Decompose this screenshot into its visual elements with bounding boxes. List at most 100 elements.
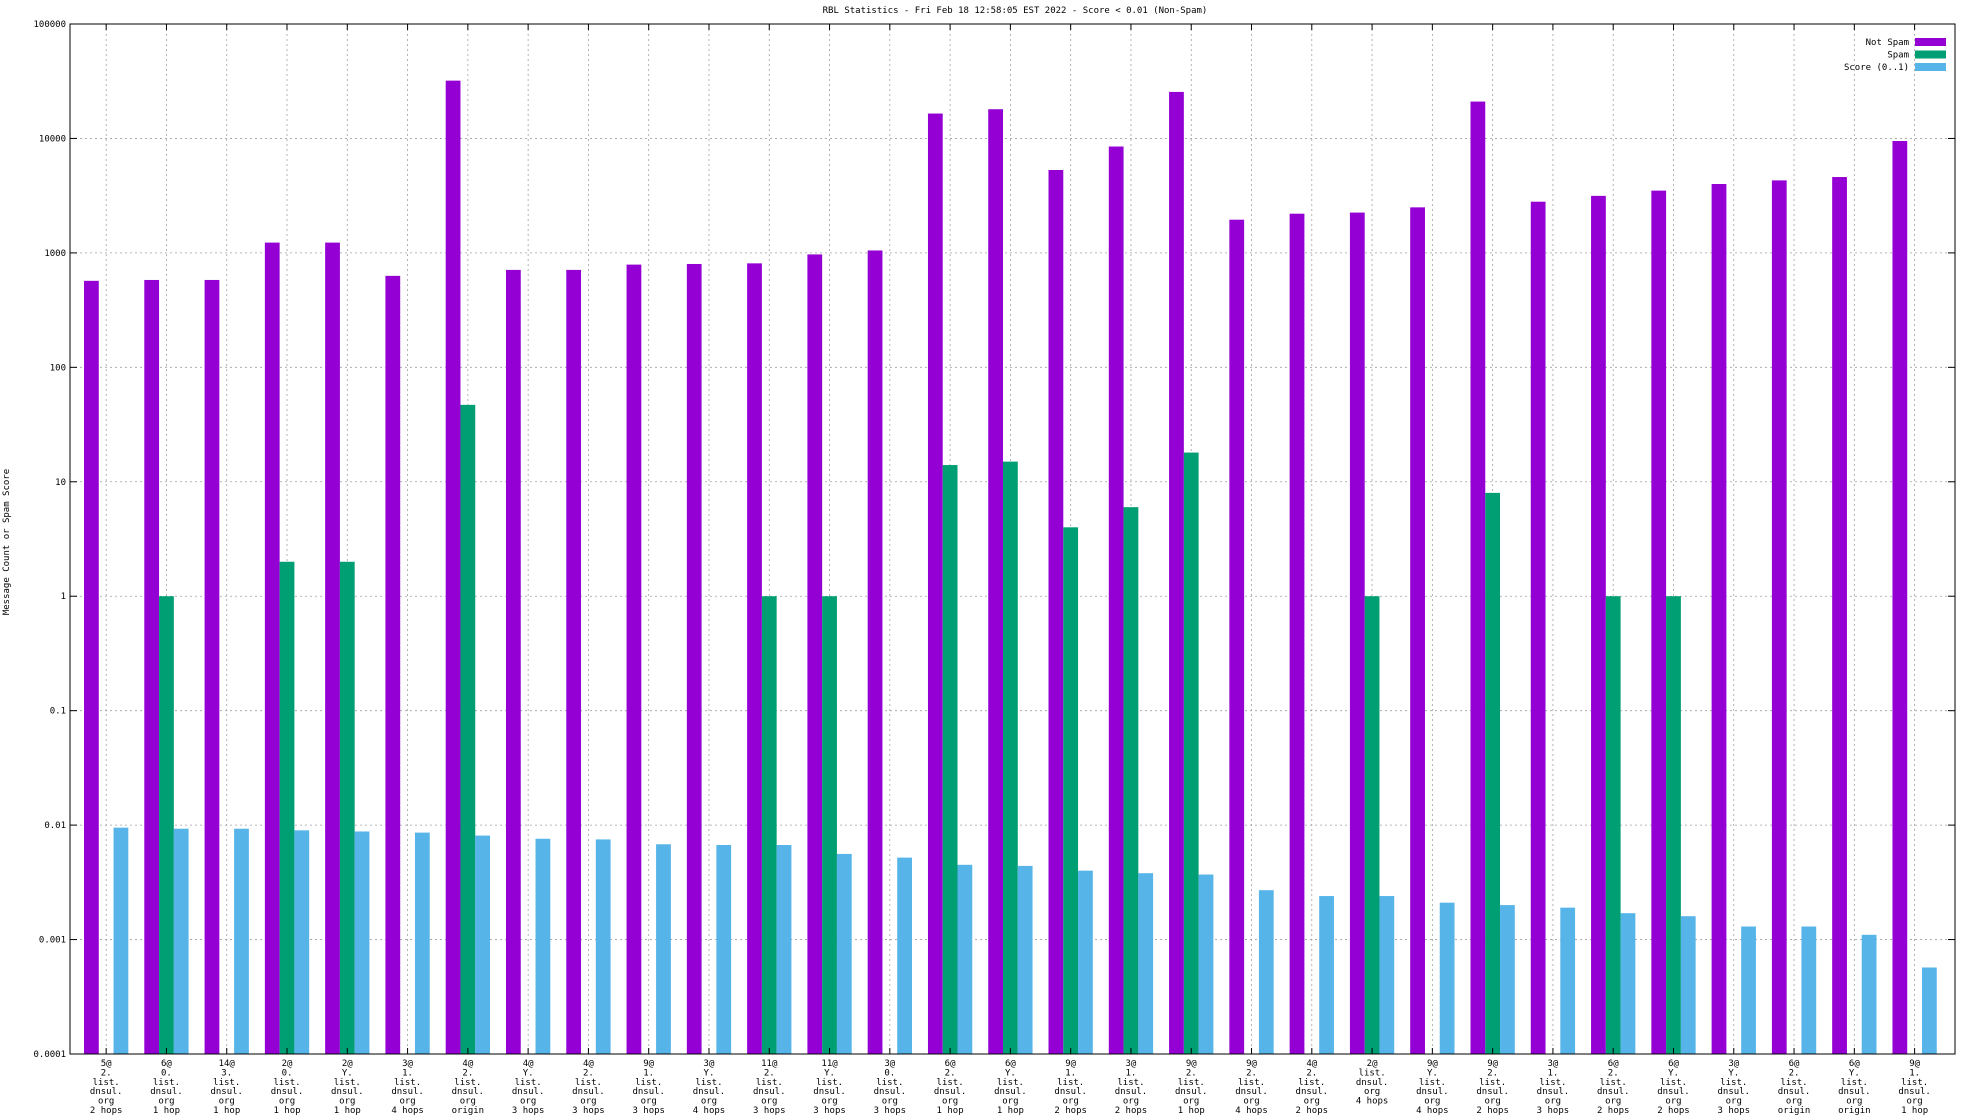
bar-score-0-1 bbox=[1861, 934, 1877, 1054]
legend-label: Score (0..1) bbox=[1844, 63, 1909, 73]
bar-not-spam bbox=[1711, 183, 1727, 1055]
x-tick-label: 4@ 2. list. dnsul. org 2 hops bbox=[1296, 1059, 1329, 1116]
bar-spam bbox=[1605, 596, 1621, 1054]
legend-label: Spam bbox=[1887, 51, 1909, 61]
x-tick-label: 2@ 0. list. dnsul. org 1 hop bbox=[271, 1059, 304, 1116]
bars-layer bbox=[84, 80, 1937, 1055]
bar-spam bbox=[1485, 492, 1501, 1054]
bar-not-spam bbox=[1169, 91, 1184, 1054]
bar-score-0-1 bbox=[1017, 865, 1033, 1054]
bar-spam bbox=[1003, 461, 1018, 1054]
bar-score-0-1 bbox=[113, 827, 129, 1054]
y-tick-label: 10 bbox=[55, 478, 66, 488]
x-tick-label: 3@ 1. list. dnsul. org 3 hops bbox=[1537, 1059, 1570, 1116]
x-tick-label: 3@ 1. list. dnsul. org 4 hops bbox=[391, 1059, 424, 1116]
x-tick-label: 6@ 2. list. dnsul. org 2 hops bbox=[1597, 1059, 1630, 1116]
bar-spam bbox=[279, 561, 295, 1054]
bar-not-spam bbox=[927, 113, 943, 1054]
legend-swatch bbox=[1915, 50, 1946, 59]
bar-not-spam bbox=[1832, 177, 1847, 1055]
x-tick-label: 3@ Y. list. dnsul. org 4 hops bbox=[693, 1059, 726, 1116]
bar-score-0-1 bbox=[1138, 873, 1154, 1054]
bar-score-0-1 bbox=[1680, 916, 1696, 1054]
y-tick-label: 100000 bbox=[33, 20, 66, 30]
legend-swatch bbox=[1915, 63, 1946, 71]
bar-spam bbox=[942, 465, 958, 1055]
bar-score-0-1 bbox=[475, 835, 491, 1054]
bar-score-0-1 bbox=[595, 839, 611, 1054]
x-tick-label: 4@ Y. list. dnsul. org 3 hops bbox=[512, 1059, 545, 1116]
bar-not-spam bbox=[807, 254, 823, 1055]
bar-not-spam bbox=[264, 242, 280, 1055]
bar-not-spam bbox=[385, 275, 401, 1054]
bar-spam bbox=[460, 404, 476, 1054]
x-tick-label: 9@ 2. list. dnsul. org 2 hops bbox=[1476, 1059, 1509, 1116]
bar-score-0-1 bbox=[1620, 913, 1636, 1054]
x-tick-label: 9@ 1. list. dnsul. org 3 hops bbox=[632, 1059, 665, 1116]
bar-score-0-1 bbox=[897, 857, 912, 1054]
x-tick-label: 6@ 0. list. dnsul. org 1 hop bbox=[150, 1059, 183, 1116]
bar-score-0-1 bbox=[957, 864, 973, 1054]
bar-score-0-1 bbox=[656, 844, 671, 1054]
y-tick-label: 1000 bbox=[44, 249, 66, 259]
bar-spam bbox=[1183, 452, 1199, 1055]
bar-spam bbox=[339, 561, 355, 1054]
x-tick-label: 5@ 2. list. dnsul. org 2 hops bbox=[90, 1059, 123, 1116]
x-tick-label: 6@ Y. list. dnsul. org origin bbox=[1838, 1059, 1871, 1116]
bar-score-0-1 bbox=[234, 828, 249, 1054]
bar-not-spam bbox=[1048, 169, 1064, 1055]
bar-score-0-1 bbox=[294, 830, 310, 1054]
y-axis-label: Message Count or Spam Score bbox=[2, 469, 12, 615]
y-tick-label: 10000 bbox=[39, 134, 66, 144]
y-tick-label: 0.001 bbox=[39, 936, 66, 946]
bar-not-spam bbox=[1410, 207, 1425, 1054]
bar-spam bbox=[761, 596, 777, 1054]
bar-score-0-1 bbox=[1198, 874, 1214, 1054]
x-tick-label: 14@ 3. list. dnsul. org 1 hop bbox=[210, 1059, 243, 1116]
x-tick-label: 4@ 2. list. dnsul. org 3 hops bbox=[572, 1059, 605, 1116]
plot-border bbox=[69, 23, 1956, 1055]
x-tick-label: 11@ Y. list. dnsul. org 3 hops bbox=[813, 1059, 846, 1116]
y-tick-label: 0.0001 bbox=[33, 1050, 66, 1060]
x-tick-label: 2@ Y. list. dnsul. org 1 hop bbox=[331, 1059, 364, 1116]
x-tick-label: 9@ 1. list. dnsul. org 1 hop bbox=[1898, 1059, 1931, 1116]
x-tick-label: 2@ list. dnsul. org 4 hops bbox=[1356, 1059, 1389, 1107]
bar-spam bbox=[159, 596, 174, 1054]
x-tick-label: 9@ 1. list. dnsul. org 2 hops bbox=[1054, 1059, 1087, 1116]
bar-score-0-1 bbox=[354, 831, 370, 1054]
x-tick-label: 6@ Y. list. dnsul. org 2 hops bbox=[1657, 1059, 1690, 1116]
bar-not-spam bbox=[566, 269, 582, 1055]
bar-score-0-1 bbox=[1319, 896, 1334, 1054]
bar-score-0-1 bbox=[716, 845, 732, 1054]
bar-not-spam bbox=[1349, 212, 1365, 1054]
bar-not-spam bbox=[988, 109, 1004, 1055]
bar-not-spam bbox=[505, 269, 521, 1055]
bar-not-spam bbox=[84, 280, 99, 1055]
chart-title: RBL Statistics - Fri Feb 18 12:58:05 EST… bbox=[823, 6, 1208, 16]
bar-not-spam bbox=[1229, 219, 1245, 1054]
bar-spam bbox=[822, 596, 837, 1054]
bar-not-spam bbox=[747, 263, 762, 1054]
bar-not-spam bbox=[204, 279, 220, 1054]
x-tick-label: 6@ 2. list. dnsul. org 1 hop bbox=[934, 1059, 967, 1116]
bar-score-0-1 bbox=[535, 838, 551, 1054]
bar-score-0-1 bbox=[173, 828, 189, 1054]
bar-not-spam bbox=[445, 80, 461, 1055]
bar-not-spam bbox=[1892, 140, 1908, 1055]
bar-not-spam bbox=[1289, 213, 1305, 1055]
axis-layer: 0.0001 0.001 0.01 0.1 1 10 100 1000 10000 100000 5… bbox=[33, 20, 1956, 1116]
bar-score-0-1 bbox=[1801, 926, 1817, 1054]
bar-not-spam bbox=[1530, 201, 1546, 1055]
x-tick-label: 11@ 2. list. dnsul. org 3 hops bbox=[753, 1059, 786, 1116]
bar-not-spam bbox=[144, 279, 160, 1054]
bar-spam bbox=[1364, 596, 1380, 1054]
bar-score-0-1 bbox=[1379, 896, 1395, 1054]
x-tick-label: 9@ 2. list. dnsul. org 4 hops bbox=[1235, 1059, 1268, 1116]
x-tick-label: 9@ Y. list. dnsul. org 4 hops bbox=[1416, 1059, 1449, 1116]
bar-spam bbox=[1063, 527, 1079, 1054]
bar-score-0-1 bbox=[1921, 967, 1937, 1054]
bar-score-0-1 bbox=[1258, 890, 1274, 1054]
x-tick-label: 4@ 2. list. dnsul. org origin bbox=[452, 1059, 485, 1116]
y-tick-label: 0.01 bbox=[44, 821, 66, 831]
